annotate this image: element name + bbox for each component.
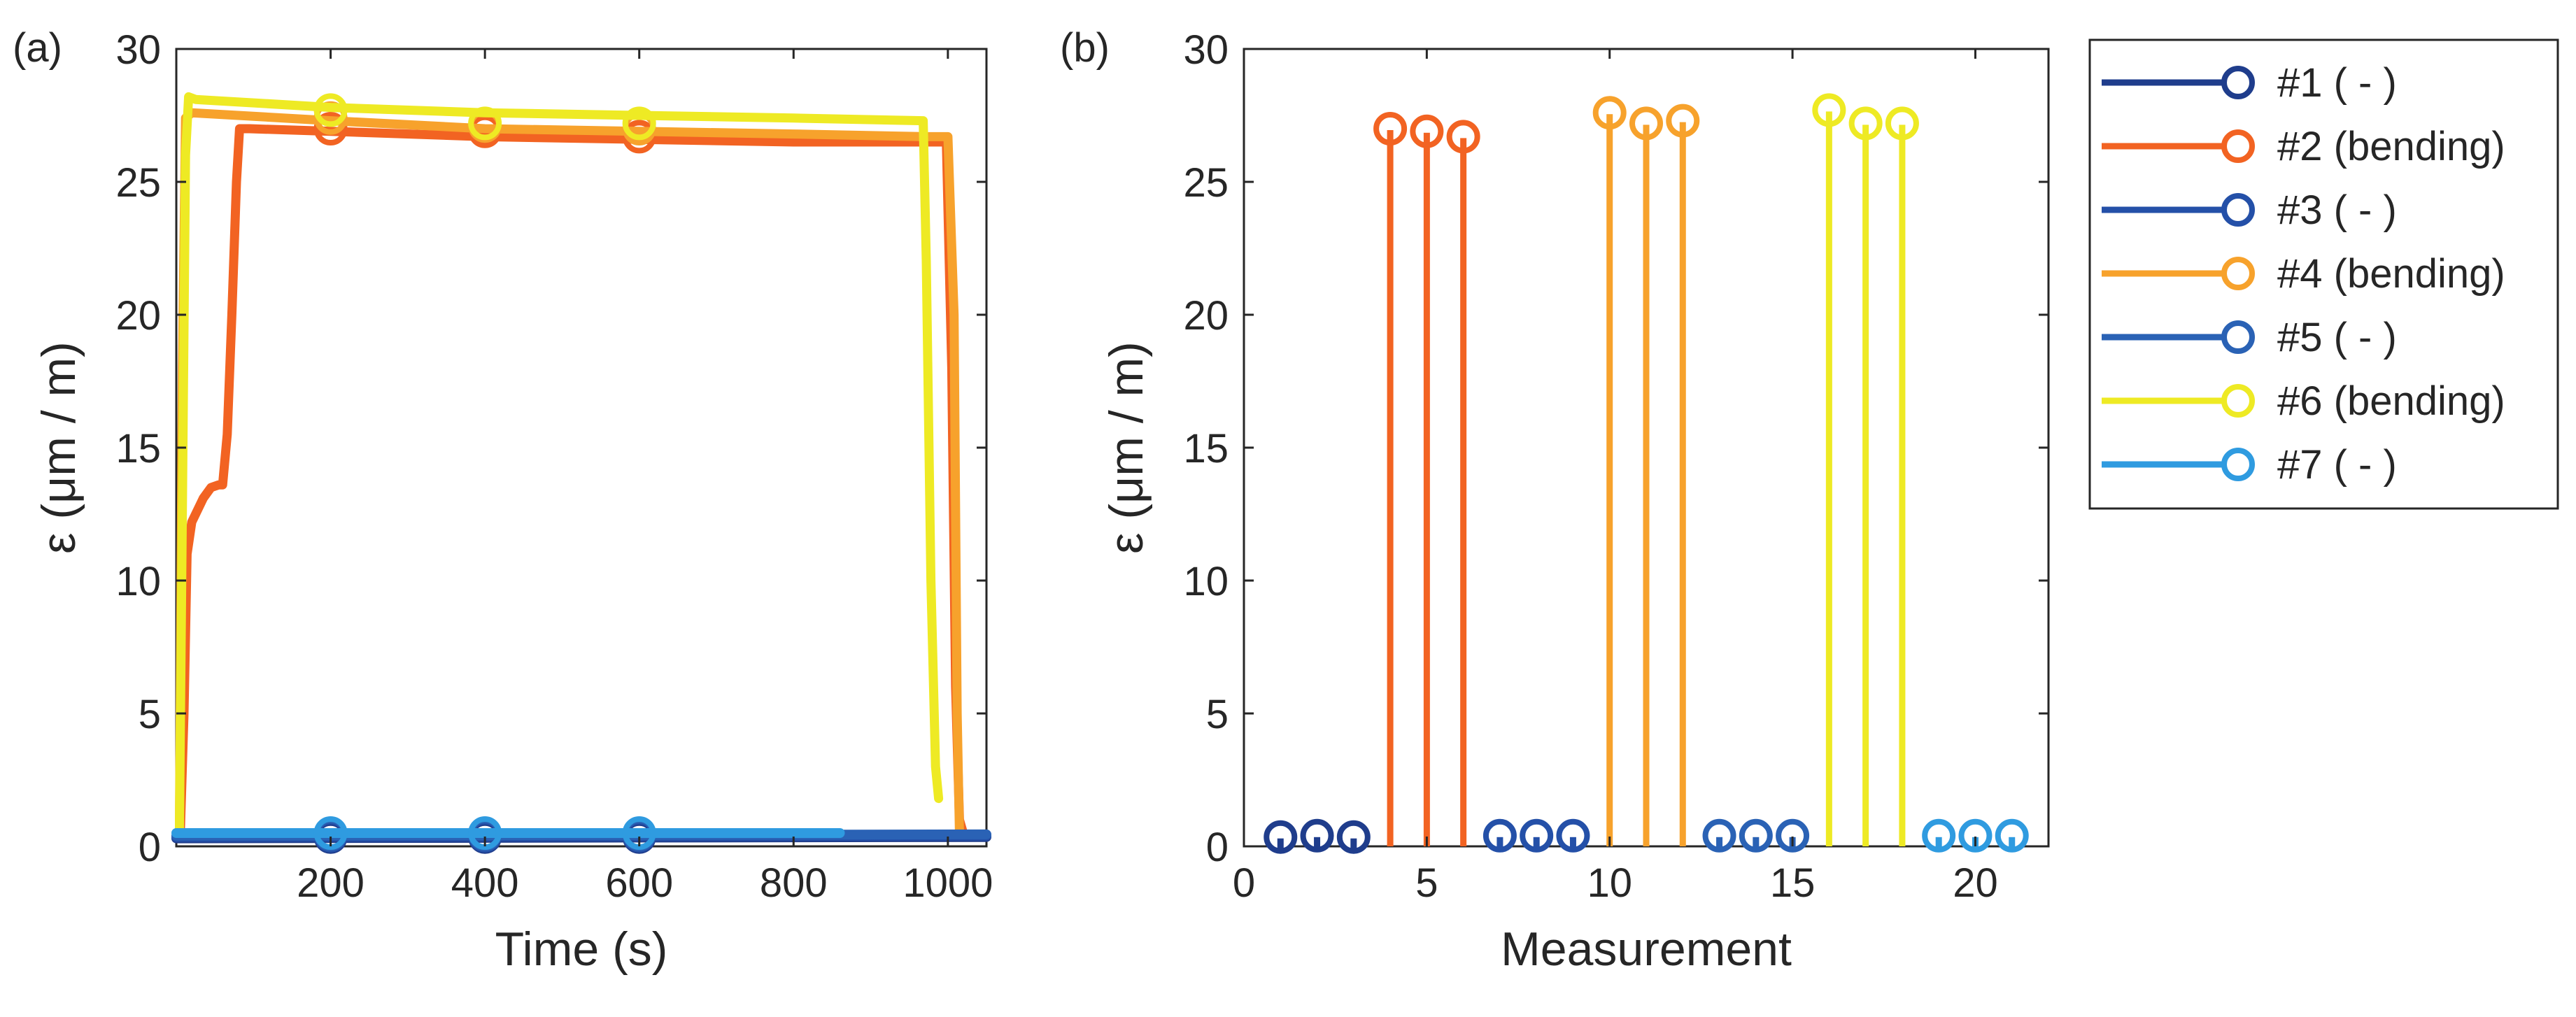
- legend-entry-3: #3 ( - ): [2102, 187, 2397, 233]
- panel-a-xtick-label: 400: [451, 860, 519, 906]
- legend-entry-1: #1 ( - ): [2102, 60, 2397, 106]
- panel-b-xtick-label: 20: [1953, 860, 1998, 906]
- panel-a-ytick-label: 30: [115, 27, 161, 73]
- legend-marker-1: [2221, 66, 2255, 99]
- panel-b-series: [1264, 93, 2029, 854]
- panel-a-line-1: [171, 124, 968, 844]
- legend-marker-6: [2221, 384, 2255, 418]
- legend-marker-2: [2221, 129, 2255, 163]
- panel-a-ytick-label: 15: [115, 426, 161, 471]
- panel-b-series-7: [1922, 818, 2029, 853]
- panel-b-ytick-label: 0: [1206, 825, 1229, 870]
- panel-b-series-1: [1264, 818, 1371, 854]
- panel-a-chart: 200 400 600 800 1000 0 5 10 15 20 25 30 Time (s) ε (μ…: [32, 27, 993, 976]
- panel-a-marker-3-2: [468, 106, 502, 141]
- legend-label-3: #3 ( - ): [2277, 187, 2397, 233]
- panel-a-xtick-label: 800: [760, 860, 828, 906]
- panel-a-marker-3-1: [313, 93, 348, 127]
- panel-a-ytick-label: 20: [115, 293, 161, 339]
- panel-a-series-1: [171, 112, 968, 844]
- panel-a-line-2: [171, 108, 964, 844]
- panel-a-ytick-label: 0: [139, 825, 161, 870]
- panel-b-xtick-label: 5: [1415, 860, 1438, 906]
- panel-a-line-3: [171, 92, 944, 844]
- legend-marker-5: [2221, 320, 2255, 354]
- panel-b-xtick-label: 10: [1587, 860, 1632, 906]
- panel-b-xtick-label: 15: [1770, 860, 1816, 906]
- panel-b-series-5: [1702, 818, 1810, 853]
- legend-entry-4: #4 (bending): [2102, 251, 2505, 297]
- panel-a-ytick-label: 5: [139, 692, 161, 737]
- legend-label-5: #5 ( - ): [2277, 315, 2397, 360]
- panel-b-ytick-label: 20: [1183, 293, 1229, 339]
- legend-label-2: #2 (bending): [2277, 124, 2505, 169]
- panel-a-marker-7-1: [313, 816, 348, 850]
- panel-a-marker-1-1: [313, 112, 348, 145]
- panel-b-ytick-label: 5: [1206, 692, 1229, 737]
- panel-a-ylabel: ε (μm / m): [32, 341, 85, 554]
- legend-marker-3: [2221, 193, 2255, 227]
- panel-a-xtick-label: 1000: [903, 860, 993, 906]
- panel-a-series: [171, 92, 991, 854]
- panel-b-series-6: [1812, 93, 1919, 846]
- panel-a-label: (a): [13, 25, 62, 71]
- panel-b-xlabel: Measurement: [1501, 923, 1792, 976]
- panel-a-marker-7-2: [468, 816, 502, 850]
- panel-a-ytick-label: 25: [115, 160, 161, 206]
- legend-entry-7: #7 ( - ): [2102, 442, 2397, 488]
- panel-a-ytick-label: 10: [115, 559, 161, 604]
- legend-label-4: #4 (bending): [2277, 251, 2505, 297]
- legend-entry-5: #5 ( - ): [2102, 315, 2397, 360]
- legend: #1 ( - ) #2 (bending) #3 ( - ) #4 (bending)…: [2088, 38, 2559, 510]
- panel-a-series-7: [171, 816, 845, 850]
- panel-b-ytick-label: 10: [1183, 559, 1229, 604]
- panel-b-xtick-label: 0: [1233, 860, 1255, 906]
- legend-label-6: #6 (bending): [2277, 378, 2505, 424]
- panel-a-series-2: [171, 101, 964, 844]
- panel-b-ytick-label: 15: [1183, 426, 1229, 471]
- panel-b-series-2: [1373, 112, 1480, 846]
- panel-a-xtick-label: 600: [605, 860, 673, 906]
- panel-a-xlabel: Time (s): [495, 923, 668, 976]
- panel-b-ytick-label: 30: [1183, 27, 1229, 73]
- panel-b-ylabel: ε (μm / m): [1100, 341, 1153, 554]
- legend-entry-2: #2 (bending): [2102, 124, 2505, 169]
- legend-label-7: #7 ( - ): [2277, 442, 2397, 488]
- panel-b-series-3: [1482, 818, 1590, 853]
- legend-marker-4: [2221, 257, 2255, 290]
- panel-b-series-4: [1592, 96, 1700, 846]
- legend-entry-6: #6 (bending): [2102, 378, 2505, 424]
- panel-a-marker-3-3: [622, 106, 656, 141]
- panel-a-marker-7-3: [622, 816, 656, 850]
- panel-b-chart: 0 5 10 15 20 0 5 10 15 20 25 30 Measurement ε (μm / m…: [1100, 27, 2050, 976]
- panel-b-label: (b): [1060, 25, 1110, 71]
- legend-marker-7: [2221, 448, 2255, 481]
- legend-label-1: #1 ( - ): [2277, 60, 2397, 106]
- panel-a-axes-box: [175, 48, 988, 848]
- panel-a-series-3: [171, 92, 944, 844]
- panel-b-ytick-label: 25: [1183, 160, 1229, 206]
- panel-a-xtick-label: 200: [297, 860, 365, 906]
